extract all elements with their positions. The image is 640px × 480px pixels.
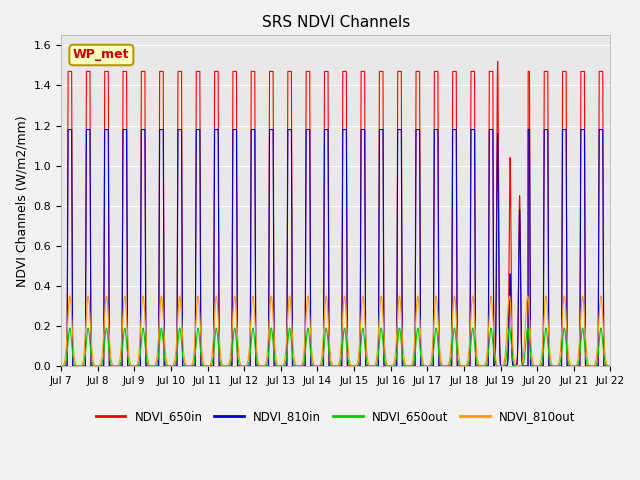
NDVI_650out [605,363,613,369]
NDVI_810in [365,363,373,369]
NDVI_810in [489,127,497,132]
Legend: NDVI_650in, NDVI_810in, NDVI_650out, NDVI_810out: NDVI_650in, NDVI_810in, NDVI_650out, NDV… [91,405,580,428]
NDVI_650out [607,363,614,369]
NDVI_650out [365,363,373,369]
NDVI_650out [530,363,538,369]
Line: NDVI_650in: NDVI_650in [61,61,611,366]
NDVI_650out [495,363,502,369]
NDVI_810out [407,363,415,369]
NDVI_650in [605,363,613,369]
NDVI_810in [530,363,538,369]
NDVI_810in [607,363,614,369]
NDVI_650in [221,363,228,369]
NDVI_650out [66,325,74,331]
NDVI_650in [365,363,373,369]
NDVI_650in [57,363,65,369]
Line: NDVI_810out: NDVI_810out [61,296,611,366]
NDVI_810out [530,362,538,368]
NDVI_650in [494,59,502,64]
NDVI_810out [495,363,502,369]
Line: NDVI_810in: NDVI_810in [61,130,611,366]
NDVI_650out [130,363,138,369]
NDVI_810out [365,362,373,368]
NDVI_650in [495,222,502,228]
NDVI_810out [84,293,92,299]
NDVI_650in [407,363,415,369]
NDVI_650out [57,363,65,369]
NDVI_810in [57,363,65,369]
Title: SRS NDVI Channels: SRS NDVI Channels [262,15,410,30]
NDVI_810in [605,363,613,369]
NDVI_810out [221,363,228,369]
NDVI_810out [607,363,614,369]
NDVI_650in [530,363,538,369]
NDVI_650in [607,363,614,369]
NDVI_810out [57,363,65,369]
Text: WP_met: WP_met [73,48,130,61]
NDVI_650out [221,363,228,369]
Y-axis label: NDVI Channels (W/m2/mm): NDVI Channels (W/m2/mm) [15,115,28,287]
NDVI_810out [605,363,613,369]
NDVI_810in [407,363,415,369]
NDVI_810in [495,255,502,261]
Line: NDVI_650out: NDVI_650out [61,328,611,366]
NDVI_810in [221,363,228,369]
NDVI_650out [407,363,415,369]
